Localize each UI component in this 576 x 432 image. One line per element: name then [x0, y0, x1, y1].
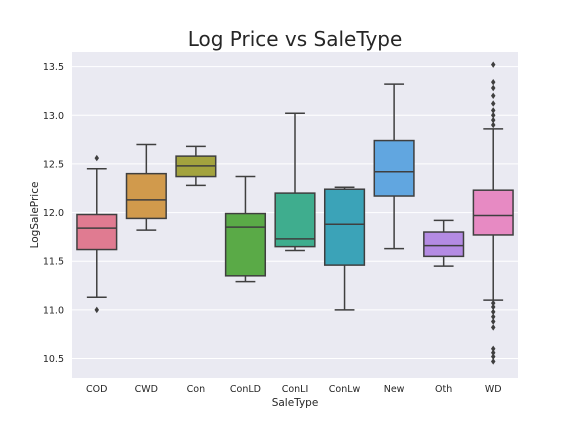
box-body — [76, 213, 118, 251]
outlier-point — [490, 345, 496, 353]
x-axis-ticks: COD CWD Con ConLD ConLI ConLw New Oth WD — [86, 384, 502, 395]
box-con — [175, 145, 217, 187]
y-tick-label: 12.0 — [43, 208, 64, 219]
y-tick-label: 11.0 — [43, 305, 64, 316]
outlier-point — [490, 107, 496, 114]
outlier-point — [490, 61, 496, 68]
y-tick-label: 13.5 — [43, 62, 64, 73]
x-tick-label: ConLw — [329, 384, 361, 395]
x-tick-label: COD — [86, 384, 107, 395]
box-body — [125, 172, 167, 220]
outlier-point — [94, 154, 100, 162]
outlier-point — [490, 308, 496, 316]
chart-title: Log Price vs SaleType — [188, 27, 403, 51]
box-wd — [472, 61, 514, 365]
outlier-point — [490, 112, 496, 119]
outlier-point — [490, 349, 496, 356]
outlier-point — [490, 353, 496, 360]
box-series — [76, 61, 514, 365]
y-tick-label: 10.5 — [43, 354, 64, 365]
outlier-point — [490, 116, 496, 124]
box-body — [323, 188, 366, 266]
y-axis-ticks: 10.5 11.0 11.5 12.0 12.5 13.0 13.5 — [43, 62, 64, 365]
box-cod — [76, 154, 118, 314]
outlier-point — [490, 303, 496, 311]
y-tick-label: 11.5 — [43, 257, 64, 268]
box-oth — [423, 219, 465, 267]
x-axis-label: SaleType — [272, 397, 319, 409]
box-body — [373, 139, 415, 197]
x-tick-label: Con — [187, 384, 205, 395]
outlier-point — [490, 358, 496, 365]
outlier-point — [490, 299, 496, 307]
outlier-point — [490, 318, 496, 325]
outlier-point — [94, 306, 100, 314]
outlier-point — [490, 121, 496, 129]
x-tick-label: Oth — [435, 384, 452, 395]
box-new — [373, 83, 415, 250]
x-tick-label: ConLI — [282, 384, 309, 395]
outlier-point — [490, 313, 496, 320]
box-body — [224, 212, 267, 277]
y-tick-label: 13.0 — [43, 111, 64, 122]
box-body — [274, 192, 316, 248]
x-tick-label: WD — [485, 384, 502, 395]
box-cwd — [125, 143, 167, 231]
y-tick-label: 12.5 — [43, 159, 64, 170]
box-conlw — [323, 186, 366, 311]
box-conld — [224, 175, 267, 283]
box-body — [423, 231, 465, 258]
outlier-point — [490, 92, 496, 99]
box-conli — [274, 112, 316, 252]
x-tick-label: New — [384, 384, 405, 395]
x-tick-label: ConLD — [230, 384, 261, 395]
outlier-point — [490, 84, 496, 92]
outlier-point — [490, 78, 496, 86]
outlier-point — [490, 100, 496, 107]
box-body — [472, 189, 514, 236]
x-tick-label: CWD — [135, 384, 158, 395]
outlier-point — [490, 324, 496, 331]
y-axis-label: LogSalePrice — [29, 182, 41, 249]
